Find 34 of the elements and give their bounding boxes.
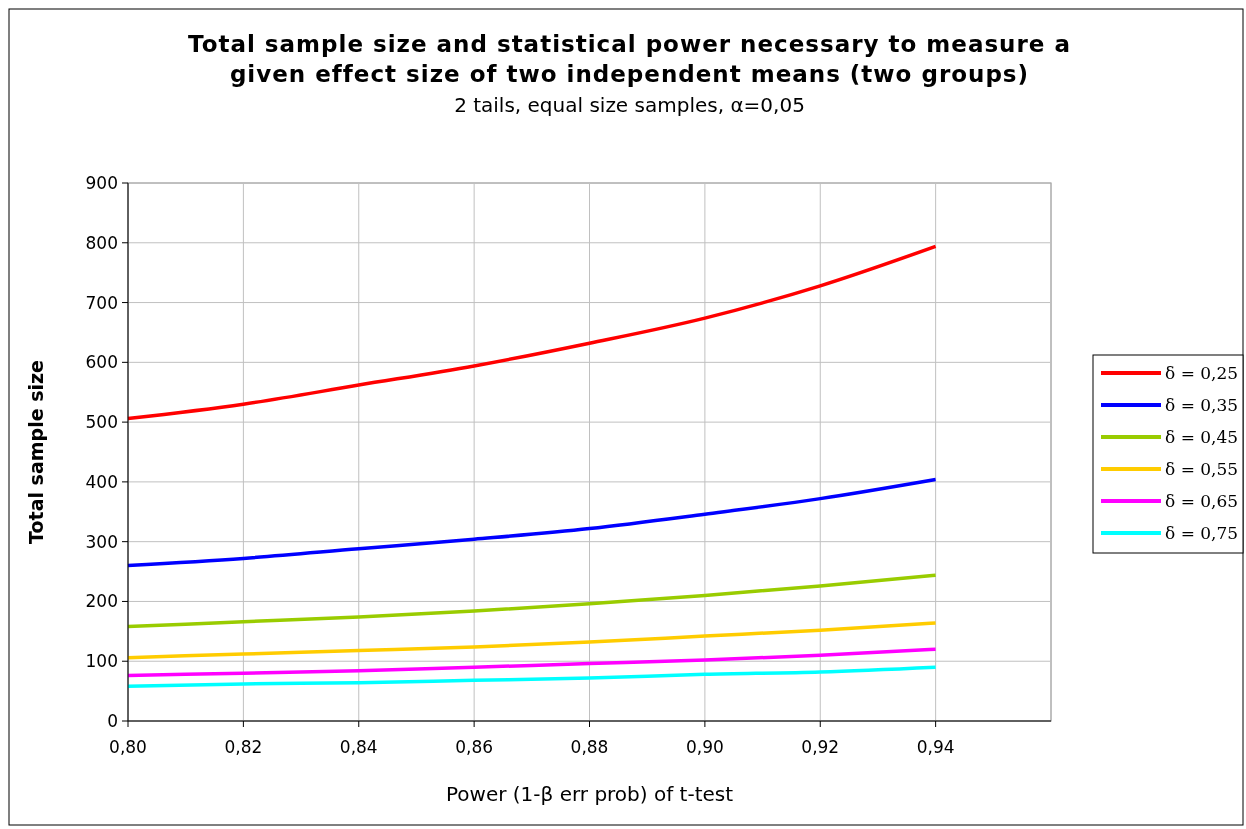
- x-tick-label: 0,82: [224, 737, 263, 757]
- y-tick-label: 0: [107, 710, 118, 731]
- legend-label: δ = 0,65: [1165, 490, 1239, 511]
- line-series: [126, 647, 938, 678]
- line-series: [126, 665, 938, 689]
- x-tick-label: 0,86: [455, 737, 494, 757]
- x-axis-title: Power (1-β err prob) of t-test: [445, 782, 734, 806]
- x-tick-label: 0,92: [801, 737, 840, 757]
- x-tick-label: 0,90: [685, 737, 724, 757]
- y-tick-label: 400: [85, 471, 118, 492]
- y-tick-label: 900: [85, 172, 118, 193]
- x-tick-label: 0,94: [916, 737, 955, 757]
- y-tick-label: 100: [85, 651, 118, 672]
- legend-label: δ = 0,45: [1165, 426, 1239, 447]
- line-series: [126, 477, 938, 568]
- y-axis-title: Total sample size: [25, 360, 47, 544]
- chart-title: Total sample size and statistical power necessary to measure a given effect size of two independent means (two groups): [188, 31, 1071, 87]
- y-tick-label: 200: [85, 591, 118, 612]
- legend-label: δ = 0,25: [1165, 362, 1239, 383]
- line-series: [126, 621, 938, 660]
- y-tick-label: 600: [85, 352, 118, 373]
- y-tick-label: 500: [85, 412, 118, 433]
- x-tick-label: 0,88: [570, 737, 609, 757]
- x-tick-label: 0,84: [339, 737, 378, 757]
- y-tick-label: 300: [85, 531, 118, 552]
- y-tick-label: 800: [85, 232, 118, 253]
- legend-label: δ = 0,75: [1165, 522, 1239, 543]
- chart-subtitle: 2 tails, equal size samples, α=0,05: [454, 93, 805, 117]
- legend-label: δ = 0,35: [1165, 394, 1239, 415]
- line-series: [126, 573, 938, 629]
- y-tick-label: 700: [85, 292, 118, 313]
- line-series: [126, 244, 938, 421]
- legend-label: δ = 0,55: [1165, 458, 1239, 479]
- x-tick-label: 0,80: [109, 737, 147, 757]
